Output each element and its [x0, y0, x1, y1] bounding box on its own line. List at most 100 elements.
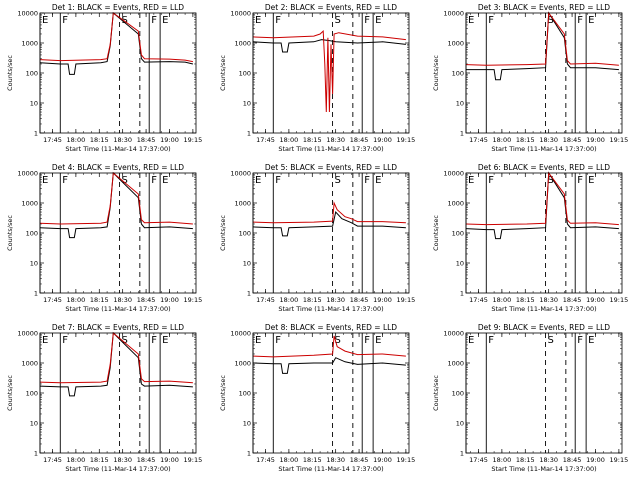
x-tick-label: 17:45	[43, 456, 62, 464]
y-axis-label: Counts/sec	[432, 55, 440, 91]
series-group	[40, 12, 194, 75]
marker-label: F	[577, 175, 583, 186]
x-axis-label: Start Time (11-Mar-14 17:37:00)	[491, 465, 596, 473]
lld-series-line	[466, 171, 619, 226]
panel-title: Det 7: BLACK = Events, RED = LLD	[52, 323, 184, 332]
x-tick-label: 18:30	[113, 456, 132, 464]
y-tick-label: 100	[452, 69, 464, 77]
marker-label: F	[364, 15, 370, 26]
series-group	[253, 335, 406, 374]
marker-label: F	[488, 335, 494, 346]
x-tick-label: 18:00	[280, 456, 299, 464]
marker-label: S	[548, 175, 554, 186]
x-tick-label: 19:15	[610, 136, 629, 144]
marker-label: E	[255, 335, 261, 346]
y-axis-label: Counts/sec	[6, 55, 14, 91]
marker-label: E	[42, 335, 48, 346]
x-tick-label: 19:00	[373, 296, 392, 304]
x-tick-label: 18:15	[90, 456, 109, 464]
x-tick-label: 19:00	[160, 136, 179, 144]
panel-title: Det 9: BLACK = Events, RED = LLD	[478, 323, 610, 332]
x-tick-label: 17:45	[256, 136, 275, 144]
x-tick-label: 18:45	[563, 296, 582, 304]
panel-det-7: Det 7: BLACK = Events, RED = LLD Counts/s…	[6, 323, 202, 473]
panel-det-5: Det 5: BLACK = Events, RED = LLD Counts/s…	[219, 163, 415, 313]
marker-label: E	[468, 15, 474, 26]
x-tick-label: 18:15	[303, 296, 322, 304]
x-axis-label: Start Time (11-Mar-14 17:37:00)	[278, 145, 383, 153]
lld-series-line	[466, 11, 619, 66]
series-group	[466, 11, 619, 81]
marker-label: E	[42, 175, 48, 186]
marker-label: F	[275, 175, 281, 186]
x-tick-label: 18:00	[493, 296, 512, 304]
x-tick-label: 18:30	[539, 456, 558, 464]
y-tick-label: 10000	[443, 169, 464, 177]
x-tick-label: 18:15	[90, 136, 109, 144]
x-tick-label: 19:15	[610, 296, 629, 304]
x-tick-label: 17:45	[43, 136, 62, 144]
panel-title: Det 6: BLACK = Events, RED = LLD	[478, 163, 610, 172]
y-tick-label: 10000	[230, 329, 251, 337]
y-tick-label: 10000	[443, 9, 464, 17]
y-tick-label: 1	[247, 129, 251, 137]
y-tick-label: 100	[26, 389, 38, 397]
marker-label: F	[488, 15, 494, 26]
x-axis-label: Start Time (11-Mar-14 17:37:00)	[491, 145, 596, 153]
y-tick-label: 100	[452, 389, 464, 397]
x-tick-label: 19:15	[397, 136, 416, 144]
x-axis-label: Start Time (11-Mar-14 17:37:00)	[65, 305, 170, 313]
y-tick-label: 1	[247, 449, 251, 457]
y-axis-label: Counts/sec	[6, 215, 14, 251]
x-tick-label: 19:15	[397, 296, 416, 304]
marker-label: E	[588, 175, 594, 186]
x-tick-label: 17:45	[43, 296, 62, 304]
marker-label: E	[375, 335, 381, 346]
marker-label: F	[488, 175, 494, 186]
x-axis-label: Start Time (11-Mar-14 17:37:00)	[65, 465, 170, 473]
x-tick-label: 18:30	[539, 296, 558, 304]
x-tick-label: 18:30	[326, 136, 345, 144]
y-tick-label: 10	[243, 99, 251, 107]
marker-label: E	[255, 175, 261, 186]
panel-det-2: Det 2: BLACK = Events, RED = LLD Counts/s…	[219, 3, 415, 153]
marker-label: F	[151, 335, 157, 346]
panel-title: Det 3: BLACK = Events, RED = LLD	[478, 3, 610, 12]
y-tick-label: 1	[460, 129, 464, 137]
plot-frame	[252, 12, 410, 134]
y-axis-label: Counts/sec	[219, 215, 227, 251]
y-axis-label: Counts/sec	[6, 375, 14, 411]
x-tick-label: 18:00	[67, 136, 86, 144]
x-tick-label: 18:15	[516, 456, 535, 464]
x-tick-label: 18:45	[350, 136, 369, 144]
x-tick-label: 19:15	[397, 456, 416, 464]
plot-frame	[252, 172, 410, 294]
series-group	[253, 29, 406, 113]
marker-label: S	[122, 15, 128, 26]
marker-label: F	[62, 335, 68, 346]
x-tick-label: 17:45	[256, 296, 275, 304]
y-tick-label: 1000	[21, 359, 38, 367]
lld-series-line	[253, 201, 406, 224]
marker-label: E	[255, 15, 261, 26]
y-tick-label: 100	[452, 229, 464, 237]
plot-frame	[465, 172, 623, 294]
x-tick-label: 18:15	[516, 296, 535, 304]
plot-frame	[39, 332, 197, 454]
panel-title: Det 2: BLACK = Events, RED = LLD	[265, 3, 397, 12]
y-tick-label: 10	[30, 259, 38, 267]
marker-label: F	[275, 335, 281, 346]
y-tick-label: 1	[34, 289, 38, 297]
marker-label: F	[62, 175, 68, 186]
x-tick-label: 18:45	[137, 296, 156, 304]
y-tick-label: 100	[26, 69, 38, 77]
lld-series-line	[40, 12, 193, 63]
panel-det-3: Det 3: BLACK = Events, RED = LLD Counts/s…	[432, 3, 628, 153]
marker-label: S	[335, 175, 341, 186]
marker-label: F	[151, 175, 157, 186]
x-tick-label: 18:30	[539, 136, 558, 144]
marker-label: F	[577, 15, 583, 26]
panel-det-1: Det 1: BLACK = Events, RED = LLD Counts/s…	[6, 3, 202, 153]
x-tick-label: 18:00	[493, 136, 512, 144]
plot-frame	[39, 12, 197, 134]
